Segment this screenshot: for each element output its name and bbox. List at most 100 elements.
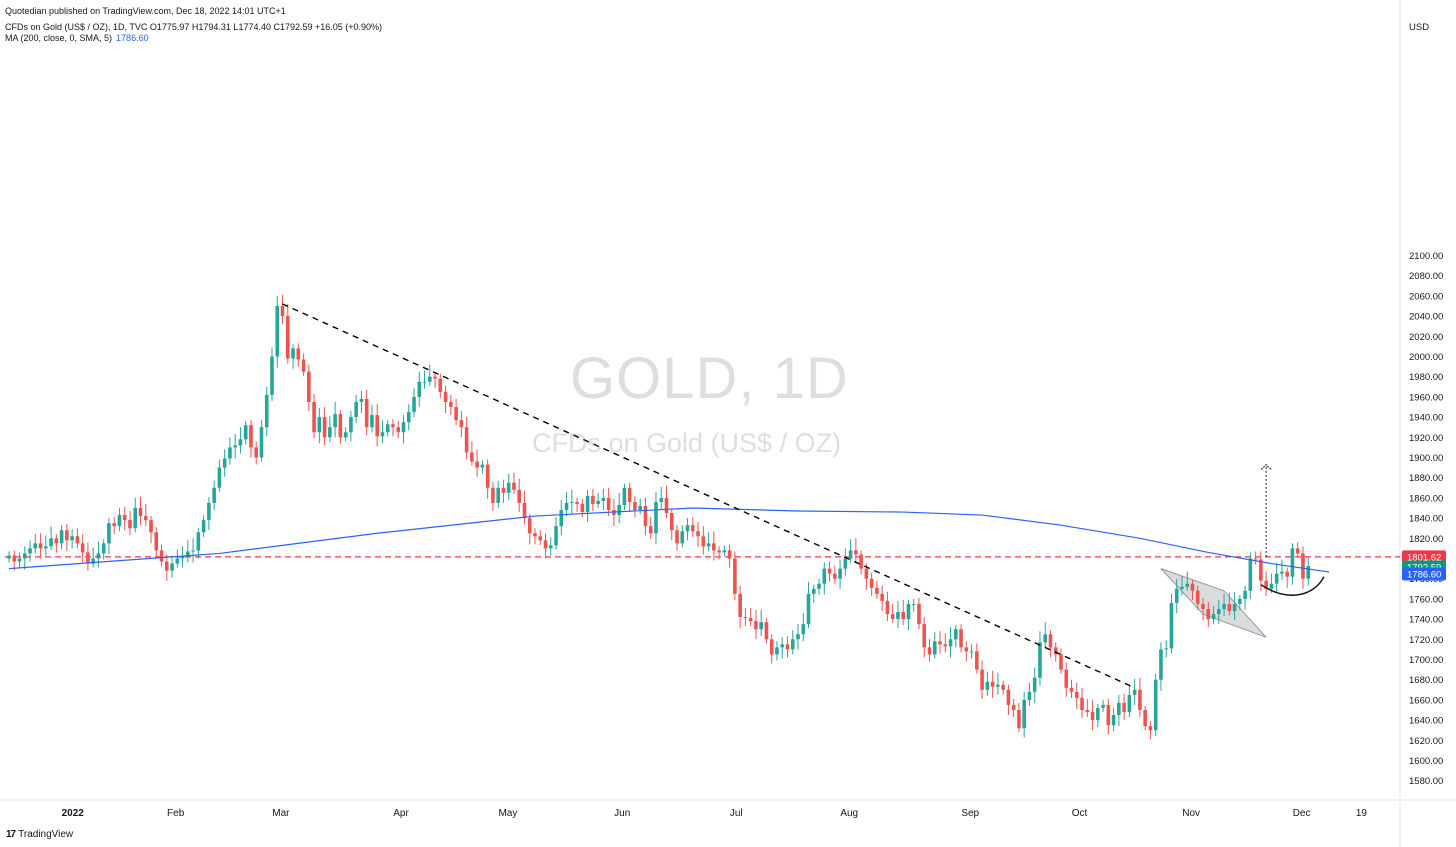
candle-body[interactable] <box>1185 583 1190 587</box>
candle-body[interactable] <box>201 520 206 533</box>
candle-body[interactable] <box>422 381 427 383</box>
candle-body[interactable] <box>7 555 11 559</box>
candle-body[interactable] <box>1295 548 1300 554</box>
candle-body[interactable] <box>1043 634 1048 643</box>
candle-body[interactable] <box>1048 634 1053 648</box>
candle-body[interactable] <box>880 593 884 601</box>
candle-body[interactable] <box>1195 590 1200 604</box>
candle-body[interactable] <box>338 414 343 438</box>
candle-body[interactable] <box>322 417 327 438</box>
candle-body[interactable] <box>811 588 816 594</box>
candle-body[interactable] <box>980 669 984 690</box>
candle-body[interactable] <box>712 543 716 551</box>
candle-body[interactable] <box>44 546 48 549</box>
downtrend-line[interactable] <box>282 303 1135 689</box>
candle-body[interactable] <box>691 525 695 532</box>
candle-body[interactable] <box>475 461 479 468</box>
candle-body[interactable] <box>911 603 916 605</box>
symbol-legend[interactable]: CFDs on Gold (US$ / OZ), 1D, TVC O1775.9… <box>5 22 382 32</box>
candle-body[interactable] <box>1027 691 1032 700</box>
candle-body[interactable] <box>1248 558 1253 591</box>
candle-body[interactable] <box>1106 704 1111 726</box>
candle-body[interactable] <box>948 639 953 647</box>
candle-body[interactable] <box>596 500 600 504</box>
candle-body[interactable] <box>1232 603 1237 612</box>
candle-body[interactable] <box>317 417 322 433</box>
candle-body[interactable] <box>1153 679 1158 731</box>
candle-body[interactable] <box>548 545 553 549</box>
candle-body[interactable] <box>401 422 406 433</box>
candle-body[interactable] <box>1290 548 1295 577</box>
candle-body[interactable] <box>743 617 748 619</box>
candle-body[interactable] <box>1064 669 1069 688</box>
candle-body[interactable] <box>648 526 653 534</box>
candle-body[interactable] <box>1206 609 1211 620</box>
candle-body[interactable] <box>459 420 464 428</box>
ma200-line[interactable] <box>8 507 1330 573</box>
candle-body[interactable] <box>412 396 416 413</box>
candle-body[interactable] <box>75 536 80 544</box>
candle-body[interactable] <box>654 501 658 534</box>
candle-body[interactable] <box>1111 715 1116 726</box>
candle-body[interactable] <box>1285 571 1289 577</box>
candle-body[interactable] <box>285 316 290 359</box>
candle-body[interactable] <box>101 543 106 554</box>
candle-body[interactable] <box>764 622 769 640</box>
candle-body[interactable] <box>133 508 138 529</box>
candle-body[interactable] <box>985 681 990 690</box>
candle-body[interactable] <box>1301 553 1305 579</box>
candle-body[interactable] <box>328 427 332 438</box>
candle-body[interactable] <box>664 497 669 514</box>
candle-body[interactable] <box>343 432 348 438</box>
candle-body[interactable] <box>701 536 706 547</box>
candle-body[interactable] <box>370 415 374 428</box>
candle-body[interactable] <box>1264 580 1268 589</box>
ma-legend[interactable]: MA (200, close, 0, SMA, 5) 1786.60 <box>5 33 149 43</box>
candle-body[interactable] <box>12 555 17 562</box>
candle-body[interactable] <box>33 543 38 549</box>
candle-body[interactable] <box>1117 702 1121 716</box>
candle-body[interactable] <box>580 503 585 513</box>
candle-body[interactable] <box>443 391 448 402</box>
candle-body[interactable] <box>627 487 632 502</box>
candle-body[interactable] <box>70 536 74 541</box>
candle-body[interactable] <box>59 530 64 544</box>
candle-body[interactable] <box>938 641 942 645</box>
candle-body[interactable] <box>638 505 642 511</box>
candle-body[interactable] <box>806 593 811 625</box>
candle-body[interactable] <box>1143 710 1147 727</box>
candle-body[interactable] <box>196 532 201 551</box>
candle-body[interactable] <box>1180 586 1184 589</box>
candle-body[interactable] <box>243 425 248 440</box>
candle-body[interactable] <box>333 414 337 428</box>
candle-body[interactable] <box>1069 687 1074 692</box>
candle-body[interactable] <box>543 540 548 549</box>
candle-body[interactable] <box>391 424 395 428</box>
candle-body[interactable] <box>1006 689 1011 705</box>
candle-body[interactable] <box>622 487 627 505</box>
candle-body[interactable] <box>559 510 564 527</box>
candle-body[interactable] <box>1243 590 1247 599</box>
candle-body[interactable] <box>570 501 574 503</box>
candle-body[interactable] <box>869 578 874 588</box>
candle-body[interactable] <box>890 614 895 620</box>
candle-body[interactable] <box>680 531 685 544</box>
candle-body[interactable] <box>575 501 579 504</box>
candle-body[interactable] <box>1222 603 1226 609</box>
candle-body[interactable] <box>1238 598 1242 604</box>
candle-body[interactable] <box>170 563 174 571</box>
candle-body[interactable] <box>17 558 22 562</box>
candle-body[interactable] <box>470 452 474 462</box>
candle-body[interactable] <box>270 356 274 395</box>
candle-body[interactable] <box>496 487 500 503</box>
candle-body[interactable] <box>49 538 53 547</box>
candle-body[interactable] <box>617 504 621 516</box>
candle-body[interactable] <box>990 681 995 687</box>
candle-body[interactable] <box>817 583 821 589</box>
candle-body[interactable] <box>896 612 900 620</box>
candle-body[interactable] <box>275 306 280 357</box>
candle-body[interactable] <box>1080 697 1084 710</box>
candle-body[interactable] <box>727 550 732 559</box>
candle-body[interactable] <box>1138 689 1142 710</box>
